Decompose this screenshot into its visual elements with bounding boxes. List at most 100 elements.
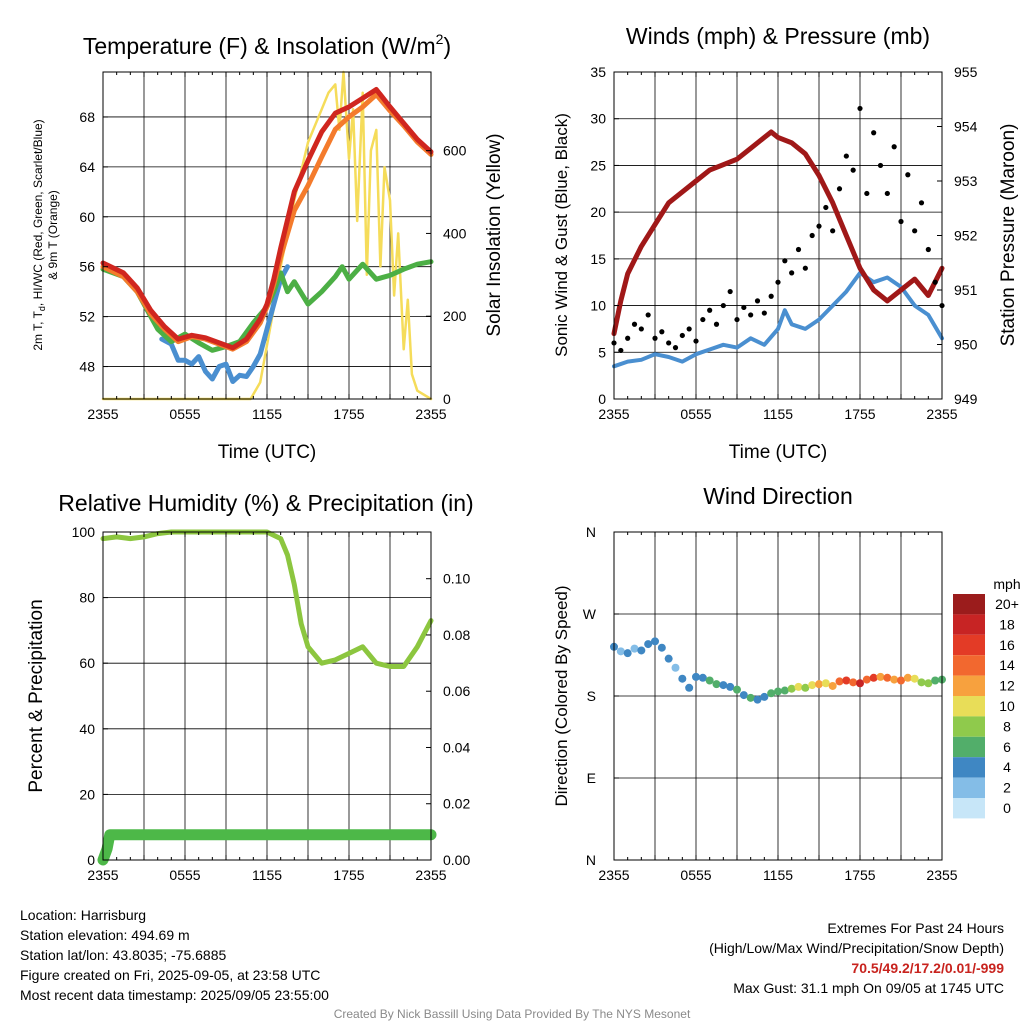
direction-point xyxy=(746,693,755,702)
humidity-ytick-right-label: 0.00 xyxy=(443,852,470,868)
gust-point xyxy=(925,246,931,253)
direction-point xyxy=(733,685,741,694)
direction-point xyxy=(616,647,625,656)
direction-point xyxy=(917,678,926,687)
winds-grid xyxy=(614,72,942,399)
gust-point xyxy=(761,310,767,316)
direction-point xyxy=(787,684,796,693)
direction-ylabel-left: Direction (Colored By Speed) xyxy=(552,585,571,806)
gust-point xyxy=(836,186,843,192)
winds-xtick-label: 2355 xyxy=(598,406,629,422)
gust-point xyxy=(830,228,836,234)
colorbar-title: mph xyxy=(993,576,1020,592)
temperature-ytick-right-label: 400 xyxy=(443,225,467,241)
direction-point xyxy=(630,644,639,653)
direction-point xyxy=(623,649,632,658)
colorbar-swatch xyxy=(953,655,985,676)
direction-point xyxy=(794,682,803,691)
direction-ytick-label: S xyxy=(587,688,596,704)
gust-point xyxy=(789,270,795,276)
temperature-panel: Temperature (F) & Insolation (W/m2) 2355… xyxy=(31,31,505,463)
winds-ylabel-right: Station Pressure (Maroon) xyxy=(998,124,1019,347)
gust-point xyxy=(905,172,911,178)
station-latlon: Station lat/lon: 43.8035; -75.6885 xyxy=(20,947,227,963)
direction-point xyxy=(869,673,878,682)
direction-title: Wind Direction xyxy=(703,483,853,509)
gust-point xyxy=(775,279,781,285)
winds-ytick-label: 0 xyxy=(598,391,606,407)
gust-point xyxy=(652,335,658,341)
humidity-ytick-label: 20 xyxy=(79,786,95,802)
figure-created: Figure created on Fri, 2025-09-05, at 23… xyxy=(20,967,321,983)
humidity-panel: Relative Humidity (%) & Precipitation (i… xyxy=(26,490,474,883)
direction-xtick-label: 2355 xyxy=(598,867,629,883)
speed-colorbar: 20+ 18 16 14 12 10 8 6 4 2 0 xyxy=(953,594,1019,819)
gust-point xyxy=(625,335,631,341)
colorbar-swatch xyxy=(953,614,985,635)
direction-point xyxy=(849,678,858,687)
gust-point xyxy=(795,246,802,253)
gust-point xyxy=(898,218,904,225)
temperature-ytick-right-label: 200 xyxy=(443,308,467,324)
direction-series xyxy=(610,637,946,704)
series-line-pressure xyxy=(611,129,945,337)
humidity-ytick-label: 40 xyxy=(79,721,95,737)
winds-xtick-label: 2355 xyxy=(926,406,957,422)
direction-point xyxy=(828,681,837,690)
colorbar-swatch xyxy=(953,736,985,758)
credit-line: Created By Nick Bassill Using Data Provi… xyxy=(333,1007,691,1021)
winds-xtick-label: 0555 xyxy=(680,406,711,422)
temperature-ytick-right-label: 600 xyxy=(443,143,467,159)
winds-ytick-label: 35 xyxy=(590,64,606,80)
direction-point xyxy=(685,683,694,692)
gust-point xyxy=(782,258,788,264)
winds-series xyxy=(611,105,945,369)
direction-xtick-label: 1755 xyxy=(844,867,875,883)
humidity-xtick-label: 2355 xyxy=(87,867,118,883)
colorbar-label: 18 xyxy=(999,616,1015,632)
direction-point xyxy=(903,673,912,682)
extremes-heading: Extremes For Past 24 Hours xyxy=(827,920,1004,936)
winds-ytick-right-label: 952 xyxy=(954,228,978,244)
gust-point xyxy=(823,204,829,211)
direction-ytick-label: N xyxy=(586,852,596,868)
series-line-temp_2m xyxy=(100,87,434,351)
temperature-axis-ticks: 2355 0555 1155 1755 2355 48 52 56 60 64 68 0 200 400 6… xyxy=(79,72,467,422)
colorbar-swatch xyxy=(953,798,985,819)
gust-point xyxy=(666,340,672,346)
direction-point xyxy=(651,637,659,646)
direction-point xyxy=(897,676,905,685)
winds-ytick-right-label: 954 xyxy=(954,119,978,135)
gust-point xyxy=(686,326,692,332)
gust-point xyxy=(918,200,925,206)
direction-point xyxy=(842,676,851,685)
colorbar-label: 16 xyxy=(999,637,1015,653)
direction-point xyxy=(808,681,817,690)
direction-point xyxy=(924,679,933,688)
humidity-title: Relative Humidity (%) & Precipitation (i… xyxy=(58,490,473,516)
humidity-ytick-label: 60 xyxy=(79,655,95,671)
direction-point xyxy=(712,680,721,689)
gust-point xyxy=(645,312,651,318)
humidity-xtick-label: 1155 xyxy=(252,867,282,883)
gust-point xyxy=(850,167,856,173)
colorbar-label: 2 xyxy=(1003,780,1011,796)
humidity-axis-ticks: 2355 0555 1155 1755 23550204060801000.000.02… xyxy=(72,524,471,883)
colorbar-swatch xyxy=(953,594,985,615)
gust-point xyxy=(672,345,679,351)
temperature-ytick-label: 56 xyxy=(79,259,95,275)
direction-point xyxy=(719,681,728,690)
temperature-xlabel: Time (UTC) xyxy=(218,442,317,463)
humidity-ytick-right-label: 0.02 xyxy=(443,796,470,812)
colorbar-label: 20+ xyxy=(995,596,1019,612)
direction-point xyxy=(876,672,885,681)
extremes-info: Extremes For Past 24 Hours (High/Low/Max… xyxy=(709,918,1004,998)
gust-point xyxy=(912,228,918,234)
winds-ytick-label: 15 xyxy=(590,251,606,267)
direction-xtick-label: 2355 xyxy=(926,867,957,883)
winds-ytick-right-label: 955 xyxy=(954,64,978,80)
colorbar-label: 0 xyxy=(1003,800,1011,816)
gust-point xyxy=(707,307,713,313)
